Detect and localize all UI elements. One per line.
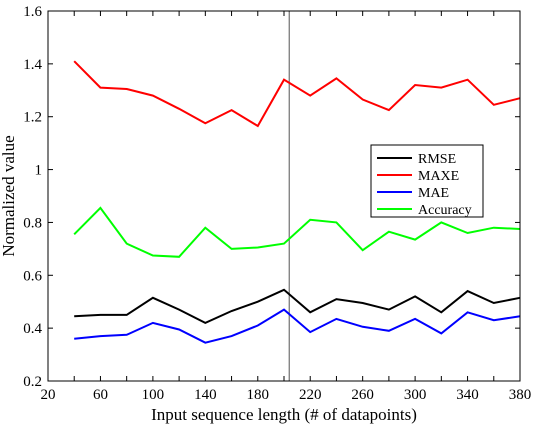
y-tick-label: 0.6 [23, 268, 42, 284]
x-tick-label: 180 [247, 387, 270, 403]
legend-label-accuracy: Accuracy [418, 203, 472, 218]
x-tick-label: 260 [351, 387, 374, 403]
legend-label-rmse: RMSE [418, 152, 456, 167]
x-tick-label: 140 [194, 387, 217, 403]
series-line-maxe [73, 60, 521, 128]
x-axis-label: Input sequence length (# of datapoints) [151, 405, 417, 424]
x-tick-label: 220 [299, 387, 322, 403]
y-tick-label: 1.2 [23, 110, 42, 126]
legend-label-maxe: MAXE [418, 169, 459, 184]
x-tick-label: 20 [41, 387, 56, 403]
y-axis-label: Normalized value [0, 135, 18, 256]
x-tick-label: 300 [404, 387, 427, 403]
legend: RMSE MAXE MAE Accuracy [370, 144, 484, 218]
x-tick-label: 380 [509, 387, 532, 403]
y-tick-label: 0.2 [23, 374, 42, 390]
y-tick-label: 1.6 [23, 4, 42, 20]
x-tick-label: 340 [456, 387, 479, 403]
legend-label-mae: MAE [418, 186, 449, 201]
y-tick-label: 1 [35, 163, 43, 179]
series-line-accuracy [73, 206, 521, 258]
y-tick-label: 0.8 [23, 215, 42, 231]
x-tick-label: 100 [142, 387, 165, 403]
y-tick-label: 1.4 [23, 57, 42, 73]
y-tick-label: 0.4 [23, 321, 42, 337]
series-line-mae [74, 308, 521, 344]
series-line-rmse [74, 288, 521, 325]
x-tick-label: 60 [93, 387, 108, 403]
